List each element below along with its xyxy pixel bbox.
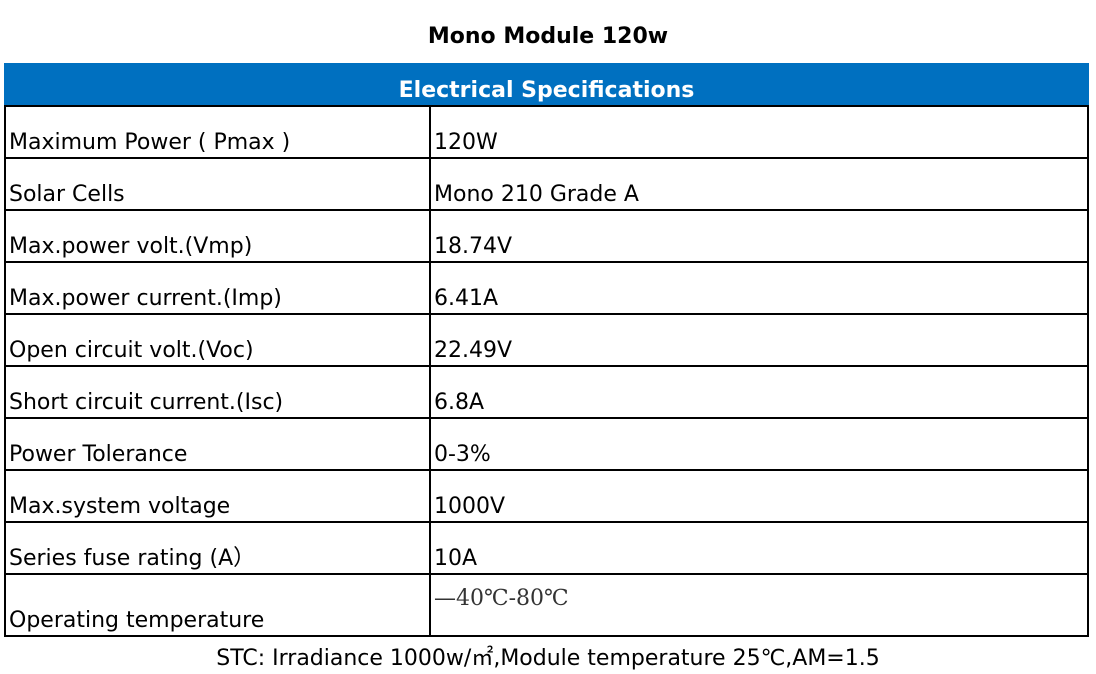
spec-value: Mono 210 Grade A — [429, 158, 1089, 211]
table-header: Electrical Specifications — [4, 63, 1089, 107]
table-row: Series fuse rating (A） 10A — [4, 522, 1089, 575]
spec-value: 0-3% — [429, 418, 1089, 471]
spec-label: Max.power volt.(Vmp) — [4, 210, 431, 263]
spec-value: —40℃-80℃ — [429, 574, 1089, 637]
spec-value: 18.74V — [429, 210, 1089, 263]
table-row: Open circuit volt.(Voc) 22.49V — [4, 314, 1089, 367]
spec-label: Solar Cells — [4, 158, 431, 211]
spec-label: Max.power current.(Imp) — [4, 262, 431, 315]
spec-label: Max.system voltage — [4, 470, 431, 523]
table-row: Max.power current.(Imp) 6.41A — [4, 262, 1089, 315]
spec-label: Series fuse rating (A） — [4, 522, 431, 575]
table-row: Operating temperature —40℃-80℃ — [4, 574, 1089, 637]
table-row: Max.power volt.(Vmp) 18.74V — [4, 210, 1089, 263]
spec-value: 6.8A — [429, 366, 1089, 419]
table-row: Maximum Power ( Pmax ) 120W — [4, 106, 1089, 159]
table-row: Solar Cells Mono 210 Grade A — [4, 158, 1089, 211]
stc-footnote: STC: Irradiance 1000w/㎡,Module temperatu… — [216, 646, 880, 671]
spec-value: 1000V — [429, 470, 1089, 523]
table-header-row: Electrical Specifications — [4, 63, 1089, 107]
electrical-specifications-table: Electrical Specifications Maximum Power … — [4, 63, 1089, 637]
spec-label: Operating temperature — [4, 574, 431, 637]
spec-label: Open circuit volt.(Voc) — [4, 314, 431, 367]
document-title: Mono Module 120w — [427, 24, 669, 49]
spec-value: 22.49V — [429, 314, 1089, 367]
table-row: Max.system voltage 1000V — [4, 470, 1089, 523]
table-row: Short circuit current.(Isc) 6.8A — [4, 366, 1089, 419]
spec-label: Short circuit current.(Isc) — [4, 366, 431, 419]
spec-label: Power Tolerance — [4, 418, 431, 471]
spec-value: 10A — [429, 522, 1089, 575]
spec-value: 120W — [429, 106, 1089, 159]
spec-value: 6.41A — [429, 262, 1089, 315]
spec-label: Maximum Power ( Pmax ) — [4, 106, 431, 159]
table-row: Power Tolerance 0-3% — [4, 418, 1089, 471]
